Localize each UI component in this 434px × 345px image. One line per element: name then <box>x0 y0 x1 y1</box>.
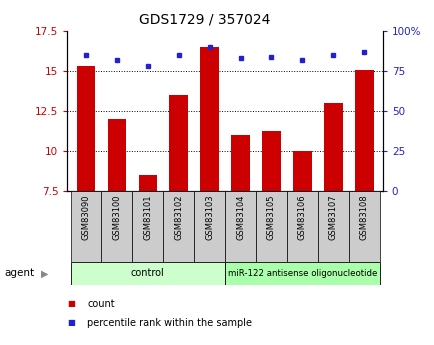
Bar <box>163 191 194 262</box>
Bar <box>225 191 256 262</box>
Text: GSM83107: GSM83107 <box>328 194 337 240</box>
Bar <box>76 66 95 191</box>
Text: miR-122 antisense oligonucleotide: miR-122 antisense oligonucleotide <box>227 269 376 278</box>
Text: GSM83101: GSM83101 <box>143 194 152 240</box>
Bar <box>262 130 280 191</box>
Bar <box>293 151 311 191</box>
Text: percentile rank within the sample: percentile rank within the sample <box>87 318 251 327</box>
Bar <box>225 262 379 285</box>
Text: ■: ■ <box>67 299 75 308</box>
Bar <box>169 95 187 191</box>
Text: GSM83090: GSM83090 <box>81 194 90 240</box>
Text: GSM83100: GSM83100 <box>112 194 121 240</box>
Bar <box>132 191 163 262</box>
Bar <box>231 135 249 191</box>
Text: control: control <box>131 268 164 278</box>
Text: GSM83105: GSM83105 <box>266 194 275 240</box>
Text: GSM83106: GSM83106 <box>297 194 306 240</box>
Text: GSM83108: GSM83108 <box>359 194 368 240</box>
Bar <box>138 175 157 191</box>
Bar <box>354 70 373 191</box>
Bar <box>348 191 379 262</box>
Bar <box>323 103 342 191</box>
Text: GSM83104: GSM83104 <box>236 194 244 240</box>
Bar <box>200 47 218 191</box>
Text: ■: ■ <box>67 318 75 327</box>
Text: GDS1729 / 357024: GDS1729 / 357024 <box>138 12 270 26</box>
Bar <box>317 191 348 262</box>
Text: GSM83102: GSM83102 <box>174 194 183 240</box>
Text: GSM83103: GSM83103 <box>205 194 214 240</box>
Bar <box>194 191 225 262</box>
Bar <box>256 191 286 262</box>
Bar <box>101 191 132 262</box>
Text: count: count <box>87 299 115 308</box>
Bar <box>70 191 101 262</box>
Text: agent: agent <box>4 268 34 278</box>
Text: ▶: ▶ <box>41 268 48 278</box>
Bar <box>286 191 317 262</box>
Bar <box>107 119 126 191</box>
Bar <box>70 262 225 285</box>
